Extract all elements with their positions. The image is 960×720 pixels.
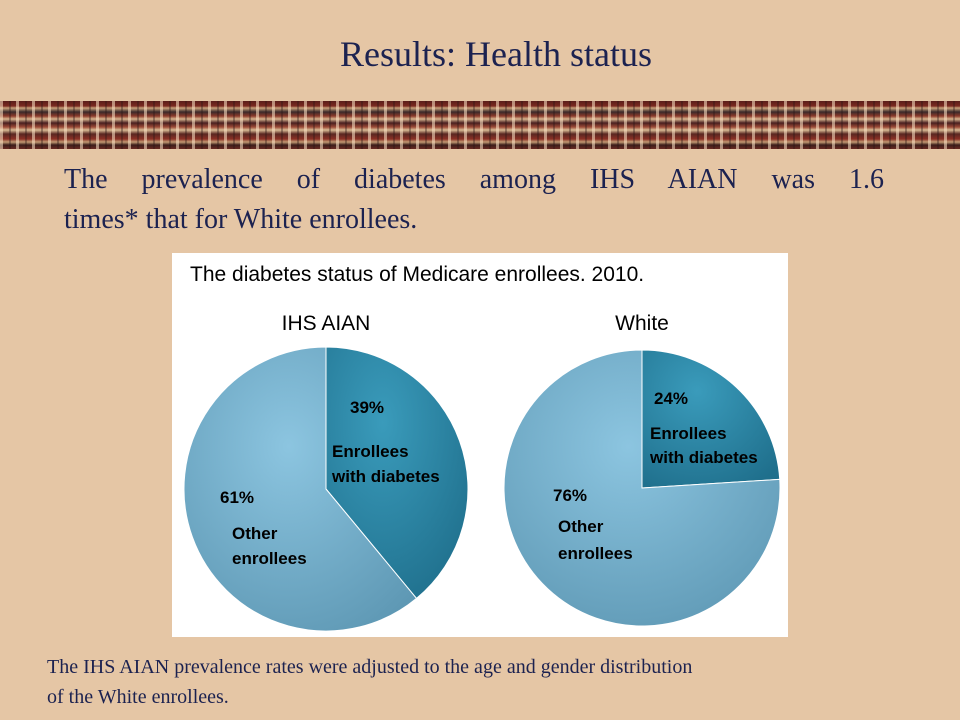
pie-name-2: White (615, 312, 669, 335)
pie-1-slice-label-2-line-2: enrollees (232, 549, 307, 568)
pie-2-slice-label-1-line-2: with diabetes (649, 448, 758, 467)
subtitle: The prevalence of diabetes among IHS AIA… (64, 160, 884, 240)
footnote-line-2: of the White enrollees. (47, 686, 229, 708)
chart-title: The diabetes status of Medicare enrollee… (190, 263, 644, 286)
pie-1-value-label-2: 61% (220, 488, 254, 507)
pie-name-1: IHS AIAN (282, 312, 371, 335)
slide-title: Results: Health status (340, 34, 652, 74)
pie-2-value-label-2: 76% (553, 486, 587, 505)
pie-1-slice-label-1-line-2: with diabetes (331, 467, 440, 486)
pie-2-value-label-1: 24% (654, 389, 688, 408)
pie-1-value-label-1: 39% (350, 398, 384, 417)
pie-2-slice-label-2-line-1: Other (558, 517, 604, 536)
footnote-line-1: The IHS AIAN prevalence rates were adjus… (47, 656, 693, 678)
pie-2-slice-label-2-line-2: enrollees (558, 544, 633, 563)
pie-chart-panel: The diabetes status of Medicare enrollee… (172, 253, 788, 637)
subtitle-line-1: The prevalence of diabetes among IHS AIA… (64, 164, 884, 195)
pie-2-slice-label-1-line-1: Enrollees (650, 424, 727, 443)
pie-slice-2-other (503, 349, 781, 627)
decorative-banner (0, 101, 960, 149)
pie-1-slice-label-1-line-1: Enrollees (332, 442, 409, 461)
pie-slice-1-diabetes (325, 346, 469, 600)
subtitle-line-2: times* that for White enrollees. (64, 204, 418, 235)
pie-slice-1-other (183, 346, 418, 632)
pie-chart-svg: The diabetes status of Medicare enrollee… (183, 263, 781, 632)
pie-1-slice-label-2-line-1: Other (232, 524, 278, 543)
footnote: The IHS AIAN prevalence rates were adjus… (47, 652, 927, 712)
pie-slice-2-diabetes (641, 349, 781, 489)
